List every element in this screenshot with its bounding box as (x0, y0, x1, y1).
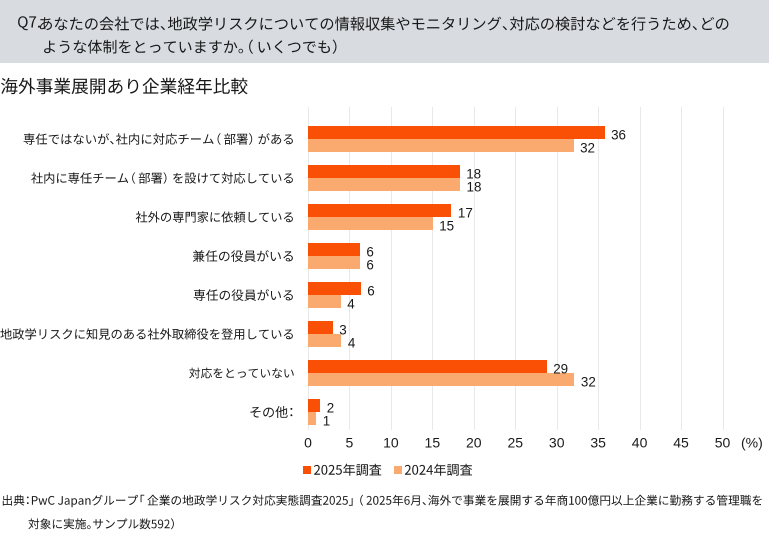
svg-text:1: 1 (323, 414, 330, 429)
svg-text:45: 45 (673, 435, 689, 451)
svg-text:6: 6 (366, 245, 373, 260)
svg-text:18: 18 (467, 180, 482, 195)
svg-text:29: 29 (553, 362, 568, 377)
svg-text:15: 15 (439, 219, 454, 234)
svg-text:32: 32 (581, 375, 596, 390)
svg-text:4: 4 (348, 336, 356, 351)
svg-text:(%): (%) (741, 435, 763, 451)
svg-text:36: 36 (611, 128, 626, 143)
svg-text:5: 5 (346, 435, 354, 451)
svg-text:4: 4 (347, 297, 355, 312)
svg-text:18: 18 (466, 167, 481, 182)
svg-text:10: 10 (383, 435, 399, 451)
svg-text:15: 15 (425, 435, 441, 451)
svg-text:0: 0 (304, 435, 312, 451)
svg-text:50: 50 (715, 435, 731, 451)
svg-text:30: 30 (549, 435, 565, 451)
svg-text:6: 6 (366, 258, 373, 273)
svg-text:6: 6 (367, 284, 374, 299)
svg-text:32: 32 (580, 141, 595, 156)
svg-text:3: 3 (339, 323, 346, 338)
svg-text:40: 40 (632, 435, 648, 451)
svg-text:25: 25 (507, 435, 523, 451)
svg-text:17: 17 (458, 206, 473, 221)
svg-text:2: 2 (327, 401, 334, 416)
svg-text:35: 35 (590, 435, 606, 451)
svg-text:20: 20 (466, 435, 482, 451)
